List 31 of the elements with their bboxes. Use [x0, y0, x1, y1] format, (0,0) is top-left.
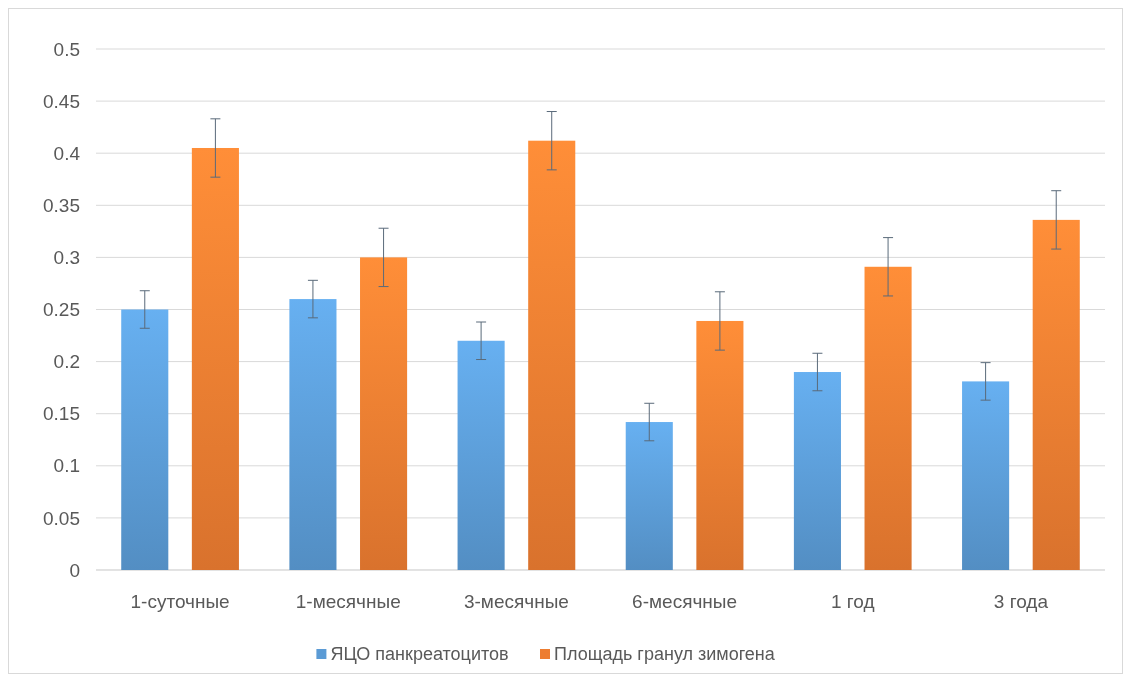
- y-tick-label: 0.3: [53, 247, 80, 269]
- x-tick-label: 1 год: [830, 591, 875, 612]
- bar: [360, 257, 408, 570]
- bar: [864, 266, 912, 570]
- y-tick-label: 0.35: [43, 194, 80, 216]
- x-tick-label: 3-месячные: [463, 591, 569, 612]
- y-tick-label: 0.2: [53, 351, 80, 373]
- bar: [1032, 219, 1080, 570]
- legend-label: Площадь гранул зимогена: [554, 644, 776, 665]
- legend-label: ЯЦО панкреатоцитов: [330, 644, 509, 665]
- x-tick-label: 1-суточные: [130, 591, 230, 612]
- bar: [793, 372, 841, 570]
- bar: [696, 320, 744, 570]
- bar: [962, 381, 1010, 570]
- y-tick-label: 0.05: [43, 507, 80, 529]
- bar: [625, 422, 673, 570]
- y-tick-label: 0.25: [43, 299, 80, 321]
- y-tick-label: 0.15: [43, 403, 80, 425]
- bar: [121, 309, 169, 570]
- y-tick-label: 0.5: [53, 38, 80, 60]
- x-tick-label: 1-месячные: [295, 591, 401, 612]
- y-tick-label: 0.4: [53, 142, 81, 164]
- bar: [289, 299, 337, 570]
- x-tick-label: 3 года: [993, 591, 1049, 612]
- bar: [528, 140, 576, 570]
- y-tick-label: 0.45: [43, 90, 80, 112]
- y-tick-label: 0: [69, 559, 80, 581]
- bar: [191, 147, 239, 570]
- y-tick-label: 0.1: [53, 455, 80, 477]
- x-tick-label: 6-месячные: [632, 591, 738, 612]
- bar: [457, 340, 505, 570]
